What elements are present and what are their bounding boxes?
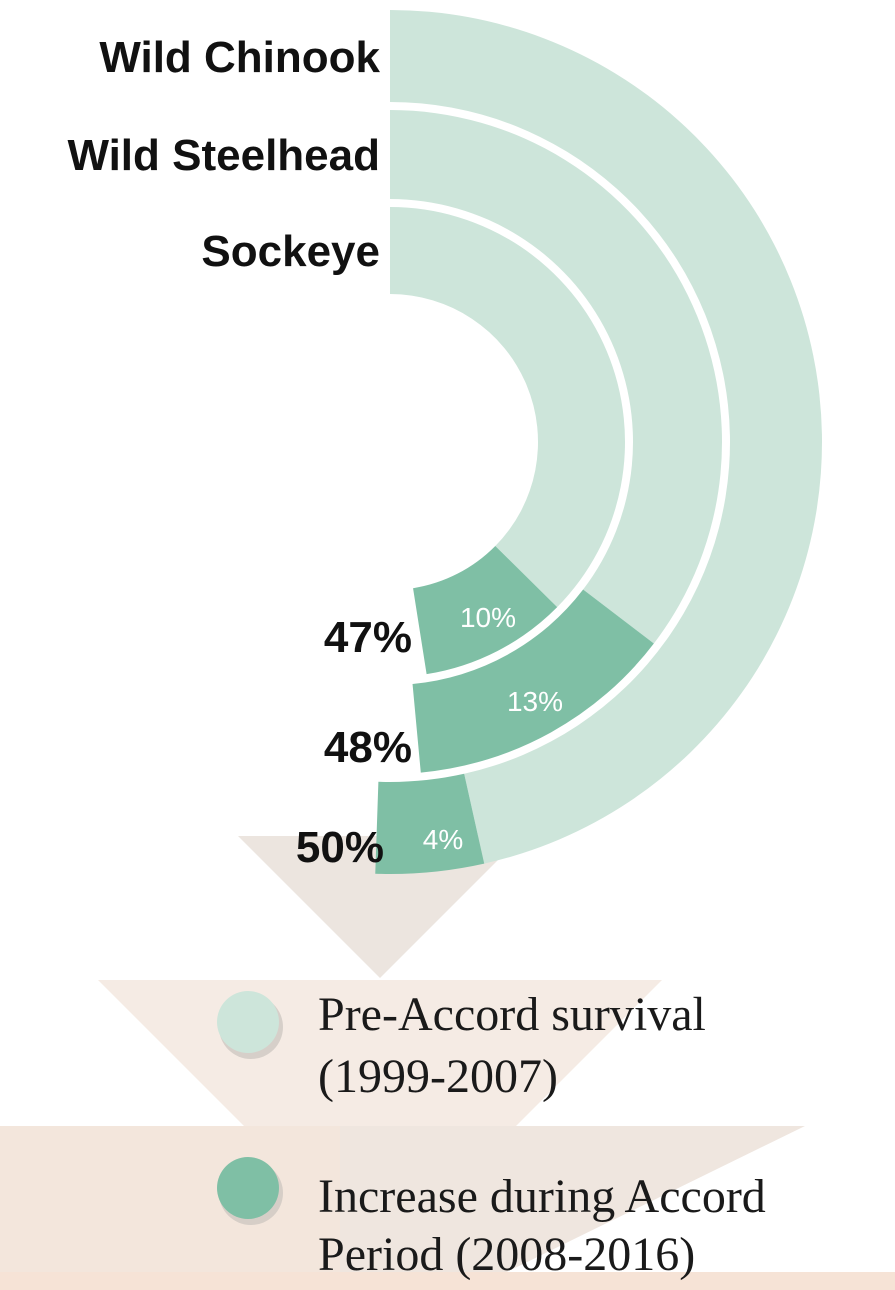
- increase-label-wild-chinook: 4%: [423, 824, 463, 855]
- background-triangle: [340, 1126, 805, 1290]
- legend-label-pre-accord-line1: Pre-Accord survival: [318, 988, 706, 1041]
- total-label-wild-steelhead: 48%: [324, 723, 412, 772]
- ring-pre-accord-wild-steelhead: [390, 110, 722, 644]
- ring-increase-sockeye: [413, 546, 558, 675]
- background-pattern: [0, 836, 895, 1290]
- legend-label-pre-accord-line2: (1999-2007): [318, 1050, 558, 1103]
- ring-pre-accord-sockeye: [390, 207, 625, 608]
- radial-bars: [375, 10, 823, 875]
- species-label-wild-steelhead: Wild Steelhead: [67, 131, 380, 180]
- legend-label-increase-line2: Period (2008-2016): [318, 1228, 695, 1281]
- ring-pre-accord-wild-chinook: [390, 10, 823, 864]
- increase-label-sockeye: 10%: [460, 602, 516, 633]
- background-triangle: [238, 836, 522, 978]
- total-label-wild-chinook: 50%: [296, 823, 384, 872]
- species-label-sockeye: Sockeye: [201, 227, 380, 276]
- legend-swatch-pre-accord: [217, 991, 279, 1053]
- legend-label-increase-line1: Increase during Accord: [318, 1170, 766, 1223]
- ring-increase-wild-steelhead: [412, 589, 654, 773]
- increase-label-wild-steelhead: 13%: [507, 686, 563, 717]
- total-label-sockeye: 47%: [324, 613, 412, 662]
- background-band: [0, 1272, 895, 1290]
- species-label-wild-chinook: Wild Chinook: [99, 33, 380, 82]
- legend-swatch-increase: [217, 1157, 279, 1219]
- legend: Pre-Accord survival (1999-2007) Increase…: [217, 988, 766, 1281]
- ring-increase-wild-chinook: [375, 773, 485, 875]
